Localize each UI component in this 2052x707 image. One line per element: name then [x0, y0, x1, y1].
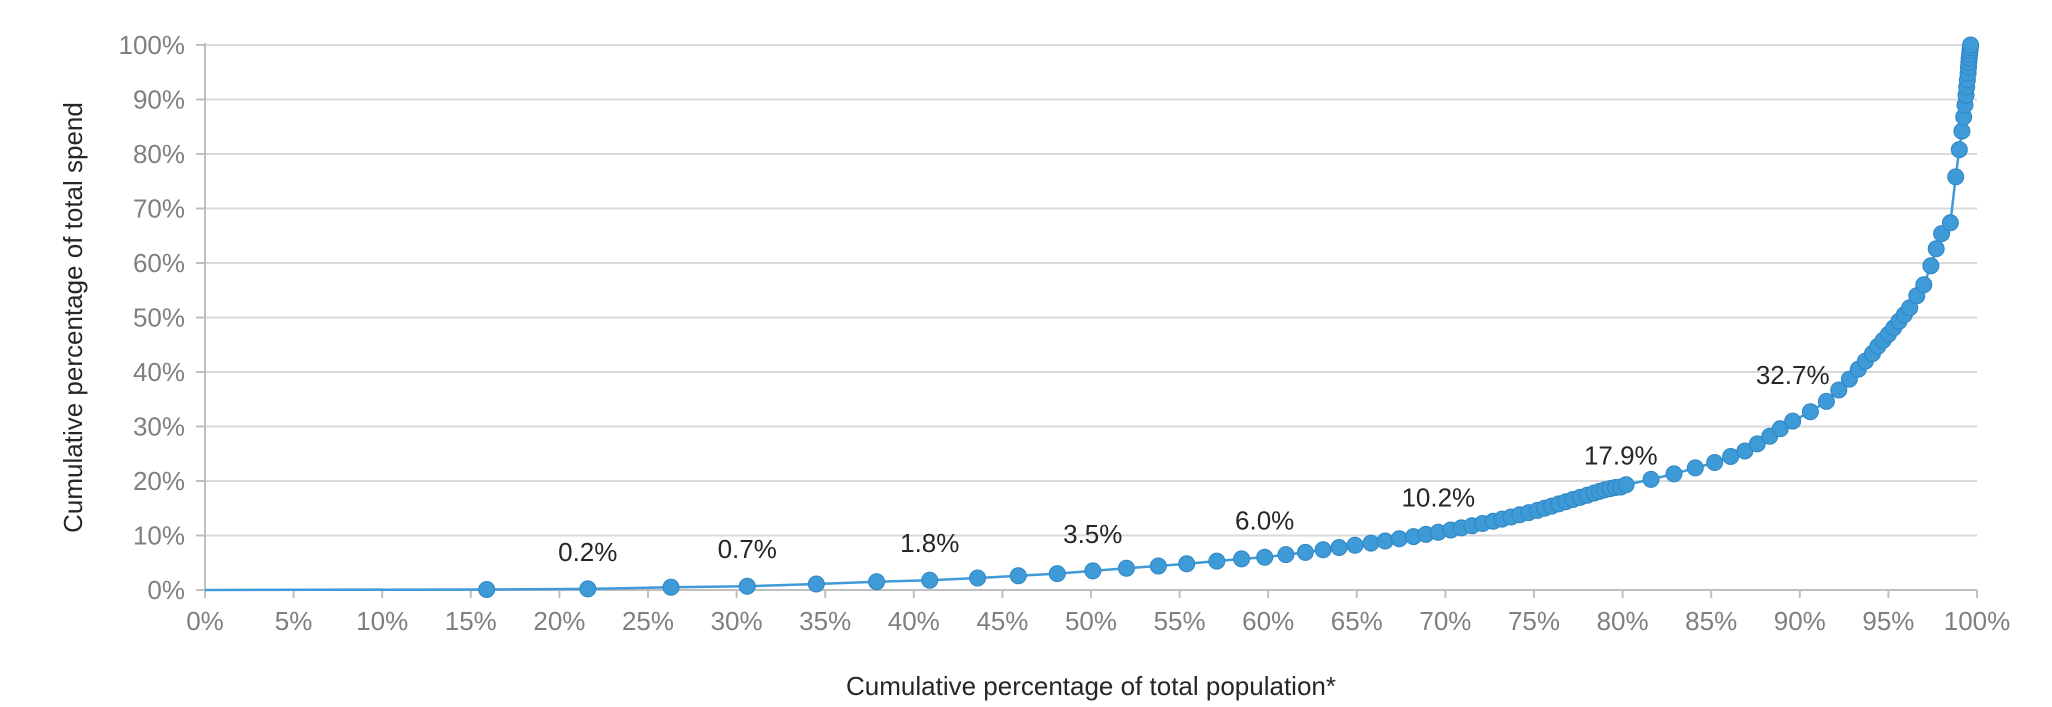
data-point — [1233, 550, 1251, 568]
y-tick-label: 50% — [133, 303, 185, 333]
data-point — [1665, 465, 1683, 483]
data-label: 6.0% — [1235, 505, 1294, 535]
data-point — [1817, 392, 1835, 410]
series-layer — [204, 36, 1980, 598]
x-tick-label: 65% — [1331, 606, 1383, 636]
x-tick-label: 85% — [1685, 606, 1737, 636]
data-point — [1277, 546, 1295, 564]
data-point — [1117, 559, 1135, 577]
data-label: 10.2% — [1401, 482, 1475, 512]
data-point — [1009, 567, 1027, 585]
data-point — [1084, 562, 1102, 580]
data-point — [1330, 539, 1348, 556]
data-point — [662, 578, 680, 596]
x-tick-label: 80% — [1597, 606, 1649, 636]
data-point — [1390, 530, 1408, 548]
data-point — [1830, 381, 1848, 399]
x-tick-label: 55% — [1154, 606, 1206, 636]
y-tick-label: 40% — [133, 357, 185, 387]
x-tick-label: 100% — [1944, 606, 2011, 636]
x-tick-label: 95% — [1862, 606, 1914, 636]
x-tick-label: 0% — [186, 606, 224, 636]
x-tick-label: 75% — [1508, 606, 1560, 636]
y-axis-title: Cumulative percentage of total spend — [58, 102, 88, 533]
data-point — [1953, 122, 1971, 140]
data-point — [1962, 36, 1980, 54]
data-point — [1208, 552, 1226, 570]
data-point — [1771, 420, 1789, 438]
x-tick-label: 15% — [445, 606, 497, 636]
data-point — [1950, 141, 1968, 159]
gridlines — [205, 44, 1977, 537]
data-label: 17.9% — [1584, 440, 1658, 470]
x-tick-label: 70% — [1419, 606, 1471, 636]
data-point — [1256, 548, 1274, 566]
y-tick-label: 80% — [133, 139, 185, 169]
data-point — [1617, 476, 1635, 494]
data-point — [1706, 454, 1724, 471]
y-tick-label: 20% — [133, 466, 185, 496]
data-label: 0.2% — [558, 537, 617, 567]
data-point — [1927, 240, 1945, 258]
data-point — [1296, 543, 1314, 561]
data-point — [1748, 435, 1766, 453]
data-point — [921, 571, 939, 589]
x-tick-label: 30% — [711, 606, 763, 636]
x-tick-label: 35% — [799, 606, 851, 636]
data-point — [969, 569, 987, 587]
data-point — [579, 580, 597, 598]
data-point — [868, 573, 886, 591]
x-tick-label: 40% — [888, 606, 940, 636]
data-point — [1149, 557, 1167, 575]
y-tick-label: 100% — [119, 30, 186, 60]
y-tick-label: 90% — [133, 85, 185, 115]
data-point — [1376, 532, 1394, 550]
data-point — [1915, 276, 1933, 294]
data-point — [1642, 470, 1660, 488]
y-tick-label: 70% — [133, 194, 185, 224]
y-tick-label: 30% — [133, 412, 185, 442]
data-point — [1947, 168, 1965, 186]
x-tick-label: 20% — [533, 606, 585, 636]
x-tick-label: 25% — [622, 606, 674, 636]
data-label: 1.8% — [900, 528, 959, 558]
y-tick-label: 60% — [133, 248, 185, 278]
data-point — [1362, 534, 1380, 552]
y-tick-label: 10% — [133, 521, 185, 551]
data-point — [1722, 448, 1740, 465]
data-point — [1314, 541, 1332, 559]
data-point — [478, 581, 496, 598]
data-point — [1784, 412, 1802, 430]
data-point — [1801, 403, 1819, 421]
x-tick-label: 60% — [1242, 606, 1294, 636]
x-tick-label: 5% — [275, 606, 313, 636]
axes: 0% 10% 20% 30% 40% 50% 60% 70% 80% 90% 100% 0% 5% 10%… — [119, 30, 2011, 636]
data-point — [1922, 257, 1940, 275]
data-point — [1941, 214, 1959, 232]
data-point — [1048, 565, 1066, 583]
data-label: 3.5% — [1063, 519, 1122, 549]
y-tick-label: 0% — [147, 575, 185, 605]
x-axis-title: Cumulative percentage of total populatio… — [846, 671, 1336, 701]
data-point — [807, 575, 825, 593]
data-label: 32.7% — [1756, 360, 1830, 390]
data-point — [1178, 555, 1196, 573]
data-label: 0.7% — [718, 534, 777, 564]
x-tick-label: 10% — [356, 606, 408, 636]
x-tick-label: 45% — [976, 606, 1028, 636]
x-tick-label: 90% — [1774, 606, 1826, 636]
data-point — [1686, 459, 1704, 477]
x-tick-label: 50% — [1065, 606, 1117, 636]
data-point — [738, 577, 756, 595]
data-point — [1346, 536, 1364, 554]
data-labels: 0.2% 0.7% 1.8% 3.5% 6.0% 10.2% 17.9% 32.7% — [558, 360, 1829, 567]
